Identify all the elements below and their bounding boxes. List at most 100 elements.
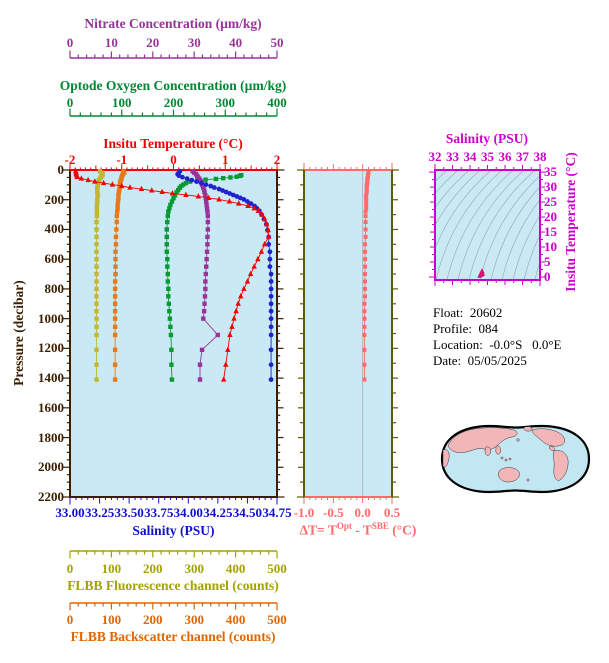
tick-label: 38 — [533, 149, 547, 164]
tick-label: 300 — [215, 95, 236, 110]
date-line: Date: 05/05/2025 — [433, 353, 527, 368]
delta-t-title-sup-opt: Opt — [336, 521, 352, 531]
delta-t-title-prefix: ΔT= T — [299, 522, 337, 538]
tick-label: 25 — [544, 194, 557, 210]
nitrate-scale-bar — [69, 50, 278, 59]
tick-label: 10 — [544, 239, 557, 255]
tick-label: 34.75 — [262, 505, 292, 520]
tick-label: 0.5 — [383, 505, 401, 520]
tick-label: -1 — [116, 152, 128, 167]
tick-label: 100 — [101, 612, 122, 627]
tick-label: 200 — [163, 95, 184, 110]
series-nitrate-concentration — [190, 168, 220, 382]
tick-label: 200 — [143, 612, 163, 627]
tick-label: 34.50 — [232, 505, 263, 520]
tick-label: 33.75 — [144, 505, 174, 520]
tick-label: 40 — [229, 35, 243, 50]
panel-backgrounds — [69, 169, 540, 498]
tick-label: 33.00 — [55, 505, 85, 520]
tick-label: 50 — [270, 35, 284, 50]
tick-label: 0 — [66, 612, 74, 627]
tick-label: 400 — [267, 95, 287, 110]
tick-label: 15 — [544, 224, 557, 240]
delta-t-axis-title: ΔT= TOpt - TSBE (°C) — [276, 521, 440, 539]
tick-label: 400 — [225, 612, 246, 627]
delta-t-title-mid: - T — [351, 522, 372, 538]
world-map — [440, 424, 591, 494]
tick-label: 1200 — [38, 340, 64, 356]
series-insitu-temperature — [72, 167, 272, 382]
tick-label: 34.25 — [203, 505, 233, 520]
ts-isopycnal-contours — [436, 171, 539, 279]
series-flbb-fluorescence-channel — [94, 168, 105, 382]
tick-label: 34.00 — [173, 505, 203, 520]
tick-label: 300 — [184, 612, 204, 627]
map-landmasses — [442, 426, 569, 483]
tick-label: 33.25 — [84, 505, 115, 520]
tick-label: 800 — [44, 280, 65, 296]
tick-label: 2 — [273, 152, 281, 167]
oxygen-axis-title: Optode Oxygen Concentration (µm/kg) — [59, 78, 287, 93]
tick-label: 300 — [184, 561, 204, 576]
tick-label: 0 — [66, 35, 74, 50]
fluorescence-scale-bar — [69, 550, 278, 559]
tick-label: 30 — [544, 179, 557, 195]
backscatter-scale-bar — [69, 602, 278, 611]
tick-label: 2200 — [38, 489, 64, 504]
delta-t-title-suffix: (°C) — [388, 522, 417, 538]
tick-label: 0 — [66, 561, 74, 576]
tick-label: 400 — [44, 221, 65, 237]
tick-label: 1 — [222, 152, 229, 167]
tick-label: 35 — [544, 164, 557, 180]
tick-label: 32 — [428, 149, 442, 164]
tick-label: 30 — [187, 35, 201, 50]
tick-label: 20 — [146, 35, 160, 50]
tick-label: 36 — [498, 149, 512, 164]
tick-label: 600 — [44, 251, 65, 267]
salinity-axis-title: Salinity (PSU) — [132, 523, 215, 538]
backscatter-axis-title: FLBB Backscatter channel (counts) — [70, 629, 276, 644]
series-ts-profile — [477, 268, 485, 278]
tick-label: 100 — [112, 95, 132, 110]
tick-label: 0 — [66, 95, 74, 110]
tick-label: 0 — [170, 152, 177, 167]
tick-label: 5 — [544, 254, 551, 270]
tick-label: 1400 — [38, 370, 64, 386]
location-line: Location: -0.0°S 0.0°E — [433, 337, 562, 352]
tick-label: 1600 — [38, 399, 64, 415]
tick-label: 0 — [57, 162, 65, 177]
tick-label: 0.0 — [354, 505, 371, 520]
tick-label: 20 — [544, 209, 557, 225]
nitrate-axis-title: Nitrate Concentration (µm/kg) — [84, 16, 262, 31]
tick-label: 1000 — [38, 310, 64, 326]
tick-label: 500 — [267, 561, 287, 576]
tick-label: 200 — [44, 191, 65, 207]
delta-t-title-sup-sbe: SBE — [371, 521, 389, 531]
tick-label: 2000 — [38, 459, 64, 475]
tick-label: -2 — [64, 152, 76, 167]
tick-label: 400 — [225, 561, 246, 576]
tick-label: 1800 — [38, 429, 64, 445]
tick-label: -1.0 — [293, 505, 315, 520]
pressure-axis-title: Pressure (decibar) — [11, 280, 26, 386]
float-id-line: Float: 20602 — [433, 305, 503, 320]
tick-label: 33.50 — [114, 505, 144, 520]
series-flbb-backscatter-channel — [112, 168, 127, 382]
ts-salinity-title: Salinity (PSU) — [445, 131, 529, 146]
tick-label: 10 — [104, 35, 118, 50]
tick-label: 35 — [481, 149, 494, 164]
profile-number-line: Profile: 084 — [433, 321, 498, 336]
tick-label: 34 — [463, 149, 477, 164]
temperature-axis-title: Insitu Temperature (°C) — [103, 136, 243, 151]
tick-label: 500 — [267, 612, 287, 627]
tick-label: 0 — [544, 269, 551, 284]
tick-label: 37 — [516, 149, 529, 164]
tick-label: 200 — [143, 561, 163, 576]
oxygen-scale-bar — [69, 108, 278, 117]
tick-label: 33 — [446, 149, 459, 164]
tick-label: -0.5 — [323, 505, 344, 520]
tick-label: 100 — [101, 561, 122, 576]
series-delta-t — [362, 169, 371, 382]
